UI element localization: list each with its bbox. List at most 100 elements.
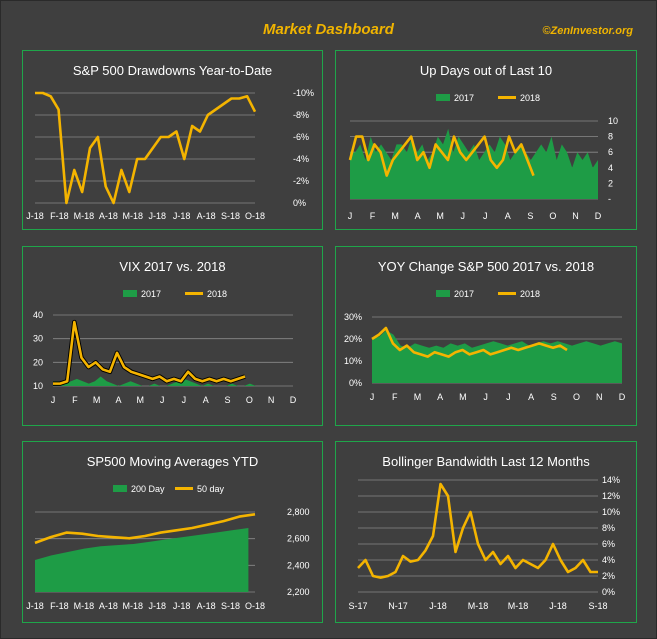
- chart-title: Up Days out of Last 10: [420, 63, 552, 78]
- x-tick-label: S: [551, 392, 557, 402]
- series-line: [371, 326, 568, 358]
- x-tick-label: M-18: [74, 601, 95, 611]
- x-tick-label: M: [391, 211, 399, 221]
- x-tick-label: S-18: [588, 601, 607, 611]
- y-tick-label: 2,400: [287, 560, 310, 570]
- chart-drawdowns: S&P 500 Drawdowns Year-to-Date 0% -2% -4% -6…: [26, 63, 314, 221]
- legend-label: 2018: [520, 289, 540, 299]
- x-tick-label: O: [246, 395, 253, 405]
- series-line: [35, 91, 257, 205]
- y-tick-label: -2%: [293, 176, 309, 186]
- x-tick-label: J-18: [26, 601, 44, 611]
- x-tick-label: M: [137, 395, 145, 405]
- x-tick-label: N: [596, 392, 603, 402]
- y-tick-label: 10: [608, 116, 618, 126]
- y-tick-label: 8%: [602, 523, 615, 533]
- x-tick-label: N: [268, 395, 275, 405]
- x-tick-label: O-18: [245, 211, 265, 221]
- x-tick-label: J: [370, 392, 375, 402]
- y-tick-label: 2,800: [287, 507, 310, 517]
- x-tick-label: J: [460, 211, 465, 221]
- y-tick-label: -: [608, 194, 611, 204]
- x-tick-label: J: [182, 395, 187, 405]
- legend-swatch: [113, 485, 127, 492]
- x-tick-label: S: [225, 395, 231, 405]
- y-tick-label: 30%: [344, 312, 362, 322]
- x-tick-label: S: [527, 211, 533, 221]
- legend-swatch: [436, 94, 450, 101]
- x-tick-label: F-18: [50, 601, 69, 611]
- x-tick-label: A: [415, 211, 421, 221]
- x-tick-label: A: [115, 395, 121, 405]
- y-tick-label: 8: [608, 132, 613, 142]
- x-tick-label: O-18: [245, 601, 265, 611]
- series-line: [357, 482, 598, 579]
- series-area: [372, 330, 622, 383]
- y-tick-label: -10%: [293, 88, 314, 98]
- x-tick-label: A: [528, 392, 534, 402]
- series-line: [348, 135, 535, 177]
- y-tick-label: 6: [608, 147, 613, 157]
- x-tick-label: M: [93, 395, 101, 405]
- chart-title: YOY Change S&P 500 2017 vs. 2018: [378, 259, 594, 274]
- y-tick-label: 10%: [602, 507, 620, 517]
- y-tick-label: -6%: [293, 132, 309, 142]
- legend-label: 200 Day: [131, 484, 165, 494]
- x-tick-label: A-18: [99, 601, 118, 611]
- y-tick-label: -8%: [293, 110, 309, 120]
- y-tick-label: 10%: [344, 356, 362, 366]
- x-tick-label: N: [572, 211, 579, 221]
- panel-moving-averages: SP500 Moving Averages YTD 200 Day 50 day 2,…: [22, 441, 323, 623]
- legend-label: 2017: [141, 289, 161, 299]
- legend-label: 2018: [207, 289, 227, 299]
- x-tick-label: J-18: [549, 601, 567, 611]
- x-tick-label: S-18: [221, 601, 240, 611]
- chart-vix: VIX 2017 vs. 2018 2017 2018 10 20 30 40 J F M A M J J…: [33, 259, 297, 405]
- chart-title: SP500 Moving Averages YTD: [87, 454, 259, 469]
- chart-title: Bollinger Bandwidth Last 12 Months: [382, 454, 590, 469]
- chart-title: S&P 500 Drawdowns Year-to-Date: [73, 63, 272, 78]
- y-tick-label: 0%: [602, 587, 615, 597]
- y-tick-label: 0%: [293, 198, 306, 208]
- y-tick-label: 4%: [602, 555, 615, 565]
- panel-vix: VIX 2017 vs. 2018 2017 2018 10 20 30 40 J F M A M J J…: [22, 246, 323, 426]
- x-tick-label: M-18: [468, 601, 489, 611]
- y-tick-label: -4%: [293, 154, 309, 164]
- dashboard-title: Market Dashboard: [263, 21, 394, 38]
- legend-swatch: [436, 290, 450, 297]
- series-area: [53, 376, 262, 386]
- x-tick-label: J-18: [148, 601, 166, 611]
- x-tick-label: J-18: [148, 211, 166, 221]
- series-line: [53, 320, 246, 385]
- y-tick-label: 2: [608, 178, 613, 188]
- y-tick-label: 6%: [602, 539, 615, 549]
- y-tick-label: 14%: [602, 475, 620, 485]
- y-tick-label: 2,200: [287, 587, 310, 597]
- chart-up-days: Up Days out of Last 10 2017 2018 - 2 4 6 8 10 J F M…: [348, 63, 618, 221]
- x-tick-label: M: [414, 392, 422, 402]
- legend-label: 50 day: [197, 484, 225, 494]
- x-tick-label: M-18: [508, 601, 529, 611]
- legend-label: 2017: [454, 289, 474, 299]
- x-tick-label: J: [483, 392, 488, 402]
- chart-yoy: YOY Change S&P 500 2017 vs. 2018 2017 2018…: [344, 259, 626, 402]
- y-tick-label: 0%: [349, 378, 362, 388]
- y-tick-label: 12%: [602, 491, 620, 501]
- x-tick-label: A: [437, 392, 443, 402]
- x-tick-label: M: [459, 392, 467, 402]
- y-tick-label: 20%: [344, 334, 362, 344]
- x-tick-label: S-17: [348, 601, 367, 611]
- x-tick-label: D: [595, 211, 602, 221]
- x-tick-label: M-18: [123, 601, 144, 611]
- panel-bollinger: Bollinger Bandwidth Last 12 Months 0% 2% 4%…: [335, 441, 637, 623]
- x-tick-label: F: [392, 392, 398, 402]
- y-tick-label: 2%: [602, 571, 615, 581]
- x-tick-label: J-18: [173, 211, 191, 221]
- x-tick-label: A-18: [197, 601, 216, 611]
- x-tick-label: D: [619, 392, 626, 402]
- x-tick-label: J-18: [173, 601, 191, 611]
- x-tick-label: J: [506, 392, 511, 402]
- x-tick-label: O: [549, 211, 556, 221]
- x-tick-label: M: [436, 211, 444, 221]
